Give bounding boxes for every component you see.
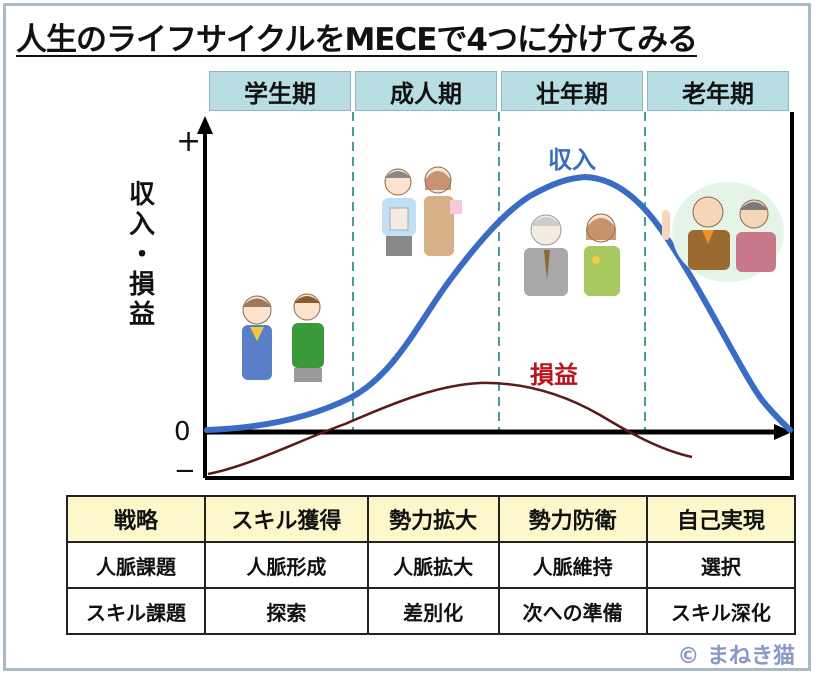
adult-workers-illustration [382, 166, 462, 256]
table-cell: 探索 [204, 587, 369, 635]
y-tick-plus: + [176, 124, 202, 159]
phase-header-adult: 成人期 [355, 71, 497, 111]
y-tick-minus: − [174, 456, 196, 486]
table-row-header: スキル課題 [66, 587, 206, 635]
table-row-header: 戦略 [66, 495, 206, 543]
table-cell: 選択 [645, 541, 797, 589]
table-cell: 人脈拡大 [366, 541, 500, 589]
table-row-header: 人脈課題 [66, 541, 206, 589]
table-row-network: 人脈課題 人脈形成 人脈拡大 人脈維持 選択 [66, 541, 797, 589]
table-cell: 勢力拡大 [366, 495, 500, 543]
table-cell: 自己実現 [645, 495, 797, 543]
zero-line-arrow [774, 424, 792, 440]
table-row-skill: スキル課題 探索 差別化 次への準備 スキル深化 [66, 587, 797, 635]
prime-couple-illustration [524, 213, 620, 296]
copyright-credit: © まねき猫 [677, 644, 795, 669]
profit-curve [207, 381, 693, 476]
income-curve-label: 収入 [548, 146, 596, 174]
profit-curve-label: 損益 [530, 361, 578, 389]
table-cell: スキル獲得 [204, 495, 369, 543]
table-cell: スキル深化 [645, 587, 797, 635]
y-tick-zero: 0 [174, 417, 191, 447]
table-cell: 人脈維持 [497, 541, 648, 589]
y-axis-label: 収 入 ・ 損 益 [128, 180, 155, 330]
y-axis-arrow [197, 116, 213, 134]
page-title: 人生のライフサイクルをMECEで4つに分けてみる [16, 22, 698, 58]
table-cell: 次への準備 [497, 587, 648, 635]
student-couple-illustration [242, 293, 324, 382]
table-cell: 人脈形成 [204, 541, 369, 589]
table-cell: 勢力防衛 [497, 495, 648, 543]
income-curve [204, 173, 793, 433]
phase-header-student: 学生期 [209, 71, 351, 111]
phase-header-prime: 壮年期 [501, 71, 643, 111]
table-cell: 差別化 [366, 587, 500, 635]
phase-header-senior: 老年期 [647, 71, 789, 111]
table-row-strategy: 戦略 スキル獲得 勢力拡大 勢力防衛 自己実現 [66, 495, 797, 543]
senior-couple-illustration [662, 182, 784, 282]
strategy-table: 戦略 スキル獲得 勢力拡大 勢力防衛 自己実現 人脈課題 人脈形成 人脈拡大 人… [66, 495, 797, 635]
